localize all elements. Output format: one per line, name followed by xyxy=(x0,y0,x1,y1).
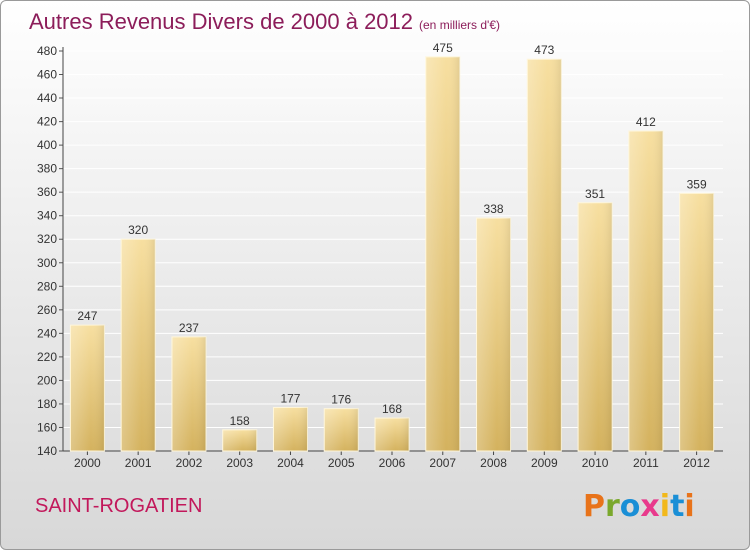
x-tick-label: 2003 xyxy=(226,456,253,470)
bar-shade xyxy=(476,218,511,451)
bar-2001 xyxy=(120,238,156,452)
bar-shade xyxy=(375,418,409,451)
y-tick-label: 440 xyxy=(37,91,57,105)
bar-shade xyxy=(324,408,359,451)
data-label: 351 xyxy=(585,187,605,201)
logo-letter: r xyxy=(605,489,620,524)
bar-shade xyxy=(578,202,613,451)
axes: 140 160 180 200 220 240 260 280 300 320 340 360 380 4… xyxy=(37,44,723,470)
bar-shade xyxy=(222,429,257,451)
data-label: 158 xyxy=(230,414,250,428)
bar-2000 xyxy=(69,324,105,452)
logo-letter: t xyxy=(670,489,685,524)
x-tick-label: 2001 xyxy=(125,456,152,470)
bar-2005 xyxy=(323,408,359,452)
logo-letter: o xyxy=(619,489,641,524)
bar-shade xyxy=(628,131,663,451)
y-tick-label: 160 xyxy=(37,420,57,434)
data-label: 338 xyxy=(484,202,504,216)
y-tick-label: 240 xyxy=(37,326,57,340)
bar-2006 xyxy=(374,417,410,452)
y-tick-label: 320 xyxy=(37,232,57,246)
data-label: 473 xyxy=(534,43,554,57)
bar-2002 xyxy=(171,336,207,452)
logo-letter: P xyxy=(583,489,605,524)
bar-2007 xyxy=(425,56,461,452)
x-tick-label: 2002 xyxy=(176,456,203,470)
x-tick-label: 2000 xyxy=(74,456,101,470)
bar-shade xyxy=(527,59,562,452)
y-tick-label: 140 xyxy=(37,444,57,458)
y-tick-label: 420 xyxy=(37,115,57,129)
chart-title: Autres Revenus Divers de 2000 à 2012 (en … xyxy=(29,9,500,35)
bar-2004 xyxy=(272,406,308,452)
data-label: 176 xyxy=(331,393,351,407)
bar-2008 xyxy=(476,217,512,452)
bar-shade xyxy=(121,239,156,451)
bar-shade xyxy=(679,193,714,451)
y-tick-label: 340 xyxy=(37,209,57,223)
x-tick-label: 2008 xyxy=(480,456,507,470)
data-label: 475 xyxy=(433,41,453,55)
bar-shade xyxy=(425,56,460,451)
bar-2003 xyxy=(222,429,258,452)
x-tick-label: 2004 xyxy=(277,456,304,470)
bar-2010 xyxy=(577,202,613,452)
logo-letter: x xyxy=(640,489,660,524)
y-tick-label: 460 xyxy=(37,68,57,82)
chart-title-text: Autres Revenus Divers de 2000 à 2012 xyxy=(29,9,414,34)
x-tick-label: 2012 xyxy=(683,456,710,470)
chart-unit: (en milliers d'€) xyxy=(419,18,500,32)
logo-letter: i xyxy=(659,489,671,524)
data-label: 168 xyxy=(382,402,402,416)
y-tick-label: 180 xyxy=(37,397,57,411)
data-label: 247 xyxy=(77,309,97,323)
x-tick-label: 2009 xyxy=(531,456,558,470)
bar-shade xyxy=(273,407,308,451)
data-label: 177 xyxy=(280,391,300,405)
bars xyxy=(69,56,715,452)
data-label: 237 xyxy=(179,321,199,335)
grid-lines xyxy=(63,50,723,428)
x-tick-label: 2007 xyxy=(429,456,456,470)
y-tick-label: 400 xyxy=(37,138,57,152)
commune-name: SAINT-ROGATIEN xyxy=(35,495,203,517)
y-tick-label: 260 xyxy=(37,303,57,317)
y-tick-label: 200 xyxy=(37,373,57,387)
y-tick-label: 360 xyxy=(37,185,57,199)
bar-2012 xyxy=(679,192,715,452)
y-tick-label: 300 xyxy=(37,256,57,270)
data-label: 320 xyxy=(128,223,148,237)
data-labels: 247 320 237 158 177 176 168 475 338 473 351 412 359 xyxy=(77,41,707,428)
x-tick-label: 2011 xyxy=(633,456,659,470)
bar-shade xyxy=(171,336,206,451)
bar-2009 xyxy=(526,58,562,452)
bar-shade xyxy=(70,325,105,451)
y-tick-label: 480 xyxy=(37,44,57,58)
data-label: 412 xyxy=(636,115,656,129)
y-tick-label: 280 xyxy=(37,279,57,293)
y-tick-label: 220 xyxy=(37,350,57,364)
x-tick-label: 2010 xyxy=(582,456,609,470)
data-label: 359 xyxy=(687,177,707,191)
bar-2011 xyxy=(628,130,664,452)
y-tick-label: 380 xyxy=(37,162,57,176)
x-tick-label: 2006 xyxy=(379,456,406,470)
x-tick-label: 2005 xyxy=(328,456,355,470)
proxiti-logo[interactable]: Proxiti xyxy=(583,489,695,524)
logo-letter: i xyxy=(684,489,695,524)
